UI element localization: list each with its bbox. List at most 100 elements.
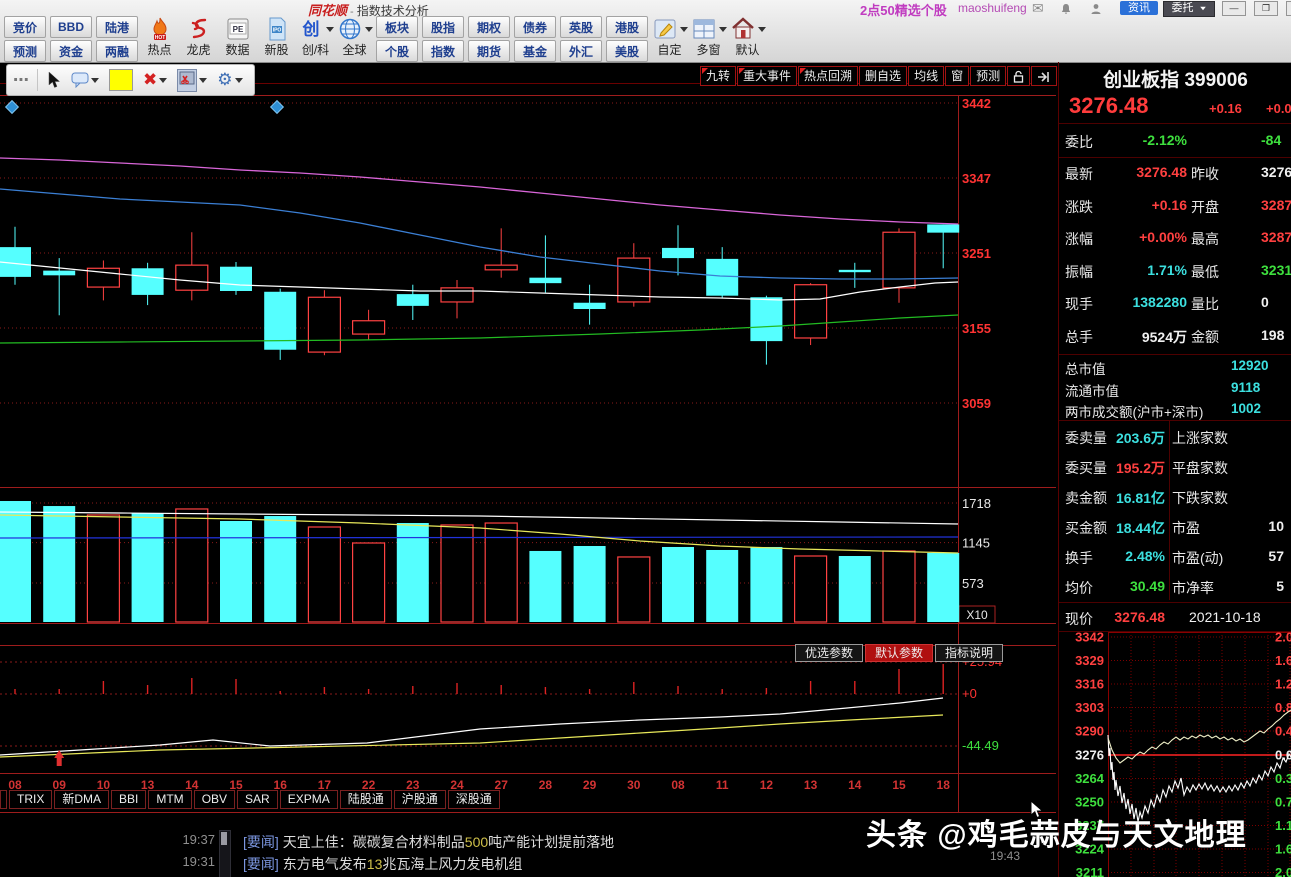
news-row[interactable]: 19:31 [要闻] 东方电气发布13兆瓦海上风力发电机组 — [0, 854, 1058, 876]
chart-toolbar-forecast[interactable]: 预测 — [970, 66, 1007, 86]
svg-text:1.19: 1.19 — [1275, 818, 1291, 833]
toolbar-button-multi-window[interactable]: 多窗 — [690, 15, 727, 57]
username[interactable]: maoshuifeng — [958, 1, 1027, 15]
toolbar-button-bbd[interactable]: BBD — [50, 16, 92, 38]
close-button[interactable]: ✕ — [1286, 1, 1291, 16]
toolbar-button-uk-stocks[interactable]: 英股 — [560, 16, 602, 38]
svg-text:14: 14 — [185, 778, 199, 792]
news-text-part: 天宜上佳：碳碳复合材料制品 — [282, 834, 465, 850]
tab-bbi[interactable]: BBI — [111, 790, 147, 809]
news-button[interactable]: 资讯 — [1120, 1, 1158, 15]
tab-shen-gu-tong[interactable]: 深股通 — [447, 790, 500, 809]
minimize-button[interactable]: — — [1222, 1, 1246, 16]
screenshot-tool-button[interactable] — [177, 68, 208, 92]
quote-label: 下跌家数 — [1172, 490, 1228, 506]
toolbar-button-dragon-tiger[interactable]: 龙虎 — [180, 15, 217, 57]
svg-text:PE: PE — [232, 25, 243, 34]
chevron-down-icon — [1199, 6, 1206, 10]
tab-xin-dma[interactable]: 新DMA — [54, 790, 110, 809]
chart-toolbar-window[interactable]: 窗 — [945, 66, 970, 86]
toolbar-button-stock-index-futures[interactable]: 股指 — [422, 16, 464, 38]
chart-toolbar-ma-lines[interactable]: 均线 — [908, 66, 945, 86]
tab-indicator-help[interactable]: 指标说明 — [935, 644, 1004, 662]
tab-sar[interactable]: SAR — [237, 790, 278, 809]
chart-toolbar-delete-watchlist[interactable]: 删自选 — [859, 66, 908, 86]
svg-text:X10: X10 — [966, 608, 988, 622]
quote-label: 上涨家数 — [1172, 430, 1228, 446]
delete-drawing-button[interactable]: ✖ — [143, 68, 168, 92]
toolbar-button-margin-trading[interactable]: 两融 — [96, 40, 138, 62]
svg-text:3264: 3264 — [1075, 771, 1105, 786]
toolbar-button-futures[interactable]: 期货 — [468, 40, 510, 62]
toolbar-button-bidding[interactable]: 竞价 — [4, 16, 46, 38]
chevron-down-icon — [234, 77, 243, 83]
annotation-tool-button[interactable] — [71, 68, 99, 92]
tab-expma[interactable]: EXPMA — [279, 790, 338, 809]
toolbar-button-globe[interactable]: 全球 — [336, 15, 373, 57]
svg-text:3155: 3155 — [962, 321, 991, 336]
restore-button[interactable]: ❐ — [1254, 1, 1278, 16]
tab-obv[interactable]: OBV — [193, 790, 236, 809]
trade-button[interactable]: 委托 — [1163, 1, 1215, 17]
chart-toolbar-hotspot-replay[interactable]: 热点回溯 — [798, 66, 859, 86]
toolbar-button-home[interactable]: 默认 — [729, 15, 766, 57]
svg-text:09: 09 — [53, 778, 67, 792]
quote-label: 现手 — [1065, 296, 1093, 312]
svg-text:573: 573 — [962, 576, 984, 591]
toolbar-grip[interactable]: ⋯ — [13, 69, 38, 91]
toolbar-button-funds[interactable]: 资金 — [50, 40, 92, 62]
quote-label: 平盘家数 — [1172, 460, 1228, 476]
quote-value: 10 — [1268, 518, 1284, 534]
toolbar-button-sector[interactable]: 板块 — [376, 16, 418, 38]
yellow-swatch — [109, 69, 133, 91]
scrollbar-thumb[interactable] — [221, 832, 227, 845]
toolbar-button-us-stocks[interactable]: 美股 — [606, 40, 648, 62]
toolbar-button-chuangye[interactable]: 创创/科 — [297, 15, 334, 57]
toolbar-pair-hk-stocks: 港股 美股 — [606, 15, 648, 63]
toolbar-button-label: 龙虎 — [186, 43, 211, 57]
promo-link[interactable]: 2点50精选个股 — [860, 3, 947, 18]
highlight-color-swatch[interactable] — [109, 68, 133, 92]
chart-toolbar-major-events[interactable]: 重大事件 — [737, 66, 798, 86]
quote-date: 2021-10-18 — [1189, 609, 1261, 625]
tab-default-params[interactable]: 默认参数 — [865, 644, 934, 662]
lock-button[interactable] — [1007, 66, 1031, 86]
price-change: +0.16 — [1209, 101, 1242, 116]
settings-button[interactable]: ⚙ — [217, 68, 243, 92]
toolbar-button-pe-data[interactable]: PE 数据 — [219, 15, 256, 57]
toolbar-button-forex[interactable]: 外汇 — [560, 40, 602, 62]
quote-label: 最高 — [1191, 231, 1219, 247]
tab-hu-gu-tong[interactable]: 沪股通 — [393, 790, 446, 809]
collapse-panel-button[interactable] — [1031, 66, 1058, 86]
toolbar-button-ipo[interactable]: IPO 新股 — [258, 15, 295, 57]
tab-lu-gu-tong[interactable]: 陆股通 — [339, 790, 392, 809]
news-ticker: 19:43 19:37 [要闻] 天宜上佳：碳碳复合材料制品500吨产能计划提前落地… — [0, 826, 1058, 877]
toolbar-button-bonds[interactable]: 债券 — [514, 16, 556, 38]
panel-divider — [1059, 354, 1291, 355]
toolbar-button-custom-edit[interactable]: 自定 — [651, 15, 688, 57]
svg-text:22: 22 — [362, 778, 376, 792]
toolbar-button-forecast[interactable]: 预测 — [4, 40, 46, 62]
chart-toolbar-nine-turn[interactable]: 九转 — [700, 66, 737, 86]
toolbar-button-hot[interactable]: HOT 热点 — [141, 15, 178, 57]
news-row[interactable]: 19:37 [要闻] 天宜上佳：碳碳复合材料制品500吨产能计划提前落地 — [0, 832, 1058, 854]
tab-mtm[interactable]: MTM — [148, 790, 192, 809]
lock-icon — [1013, 71, 1024, 83]
news-time: 19:31 — [182, 854, 215, 869]
tab-trix[interactable]: TRIX — [9, 790, 53, 809]
svg-text:创: 创 — [301, 19, 319, 39]
pointer-tool-button[interactable] — [47, 68, 61, 92]
kline-chart-canvas[interactable]: 3442334732513155305917181145573X10+25.94… — [0, 62, 1058, 877]
tab-preferred-params[interactable]: 优选参数 — [795, 644, 864, 662]
toolbar-button-mutual-funds[interactable]: 基金 — [514, 40, 556, 62]
news-scrollbar[interactable] — [219, 830, 231, 877]
user-icon[interactable] — [1090, 2, 1102, 18]
bell-icon[interactable] — [1060, 2, 1072, 18]
quote-label: 振幅 — [1065, 263, 1093, 280]
toolbar-button-hk-stocks[interactable]: 港股 — [606, 16, 648, 38]
mail-icon[interactable]: ✉ — [1032, 0, 1044, 16]
toolbar-button-options[interactable]: 期权 — [468, 16, 510, 38]
toolbar-button-stock[interactable]: 个股 — [376, 40, 418, 62]
toolbar-button-lu-gang-connect[interactable]: 陆港 — [96, 16, 138, 38]
toolbar-button-index[interactable]: 指数 — [422, 40, 464, 62]
